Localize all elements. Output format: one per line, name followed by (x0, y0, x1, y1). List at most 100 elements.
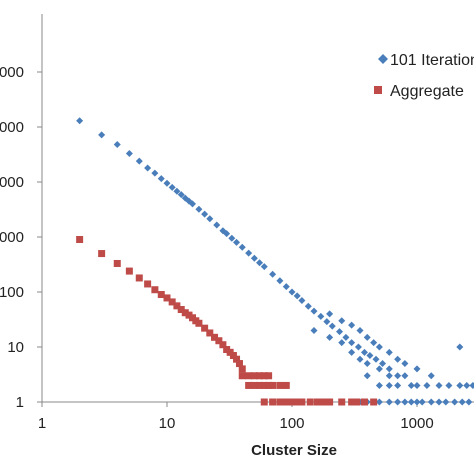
iteration-point (317, 312, 325, 320)
iteration-point (328, 322, 336, 330)
iteration-point (348, 339, 356, 347)
aggregate-point (144, 280, 152, 288)
aggregate-point (250, 381, 258, 389)
iteration-point (213, 221, 221, 229)
iteration-point (394, 381, 402, 389)
iteration-point (113, 141, 121, 149)
aggregate-point (306, 398, 314, 406)
iteration-point (463, 381, 471, 389)
aggregate-point (185, 311, 193, 319)
iteration-point (401, 360, 409, 368)
iteration-point (407, 398, 415, 406)
iteration-point (394, 372, 402, 380)
x-tick-label: 1000 (400, 415, 433, 432)
aggregate-point (98, 250, 106, 258)
aggregate-point (173, 302, 181, 310)
aggregate-point (163, 294, 171, 302)
iteration-point (375, 398, 383, 406)
iteration-point (363, 360, 371, 368)
iteration-point (401, 398, 409, 406)
iteration-point (276, 277, 284, 285)
aggregate-point (219, 341, 227, 349)
aggregate-point (245, 372, 253, 380)
iteration-point (442, 398, 450, 406)
aggregate-point (135, 274, 143, 282)
iteration-point (375, 381, 383, 389)
iteration-point (233, 238, 241, 246)
aggregate-point (282, 381, 290, 389)
iteration-point (375, 343, 383, 351)
aggregate-point (265, 381, 273, 389)
iteration-point (418, 398, 426, 406)
iteration-point (228, 234, 236, 242)
aggregate-point (338, 398, 346, 406)
aggregate-point (265, 372, 273, 380)
iteration-point (360, 348, 368, 356)
aggregate-point (181, 309, 189, 317)
aggregate-point (245, 381, 253, 389)
aggregate-point (211, 333, 219, 341)
y-tick-label: 1 (16, 394, 24, 411)
aggregate-point (360, 398, 368, 406)
iteration-point (363, 333, 371, 341)
iteration-point (310, 326, 318, 334)
iteration-point (144, 164, 152, 172)
iteration-point (423, 381, 431, 389)
iteration-point (465, 398, 473, 406)
aggregate-point (256, 372, 264, 380)
iteration-point (356, 355, 364, 363)
aggregate-point (223, 346, 231, 354)
x-tick-label: 10 (159, 415, 176, 432)
iteration-point (348, 321, 356, 329)
iteration-point (385, 348, 393, 356)
iteration-point (379, 360, 387, 368)
iteration-point (269, 270, 277, 278)
iteration-point (435, 398, 443, 406)
iteration-point (356, 326, 364, 334)
aggregate-point (293, 398, 301, 406)
iteration-point (348, 348, 356, 356)
x-axis: 1 10 100 1000 (38, 401, 474, 432)
iteration-point (135, 157, 143, 165)
iteration-point (385, 365, 393, 373)
aggregate-point (229, 352, 237, 360)
legend-marker-aggregate (374, 86, 382, 94)
aggregate-point (250, 372, 258, 380)
aggregate-point (370, 398, 378, 406)
aggregate-point (195, 319, 203, 327)
iteration-point (456, 381, 464, 389)
iteration-point (326, 310, 334, 318)
iteration-point (223, 230, 231, 238)
iteration-point (413, 398, 421, 406)
aggregate-point (353, 398, 361, 406)
y-tick-label: 100 (0, 284, 24, 301)
iteration-point (342, 333, 350, 341)
iteration-point (456, 343, 464, 351)
iteration-point (363, 372, 371, 380)
iteration-point (370, 339, 378, 347)
iteration-point (310, 307, 318, 315)
iteration-point (394, 355, 402, 363)
iteration-point (451, 398, 459, 406)
series-aggregate (76, 236, 378, 406)
legend-marker-101-iterations (378, 54, 388, 64)
iteration-point (338, 339, 346, 347)
aggregate-point (269, 381, 277, 389)
x-tick-label: 100 (279, 415, 304, 432)
iteration-point (238, 243, 246, 251)
y-tick-label: 10 (7, 339, 24, 356)
iteration-point (354, 343, 362, 351)
iteration-point (323, 318, 331, 326)
iteration-point (427, 398, 435, 406)
aggregate-point (298, 398, 306, 406)
iteration-point (435, 381, 443, 389)
aggregate-point (151, 286, 159, 294)
iteration-point (469, 381, 474, 389)
iteration-point (157, 175, 165, 183)
iteration-point (163, 179, 171, 187)
y-tick-label: 1000 (0, 229, 24, 246)
